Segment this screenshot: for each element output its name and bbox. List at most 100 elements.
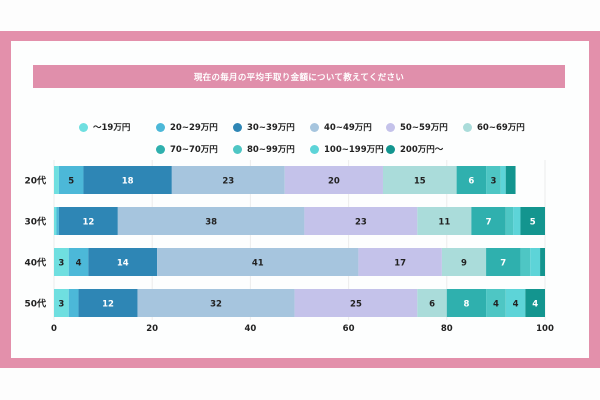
data-label: 7	[486, 218, 492, 228]
data-label: 4	[513, 300, 519, 310]
bar-segment	[441, 248, 487, 276]
data-label: 4	[532, 300, 538, 310]
data-label: 8	[463, 300, 469, 310]
bar-segment	[58, 207, 118, 235]
legend-label: 70~70万円	[170, 145, 218, 155]
x-tick-label: 0	[51, 324, 57, 334]
bar-segment	[78, 289, 138, 317]
legend-swatch-icon	[233, 144, 242, 154]
category-label: 50代	[24, 298, 46, 310]
legend-item[interactable]: 70~70万円	[156, 142, 218, 156]
legend-label: 40~49万円	[324, 123, 372, 133]
x-tick-label: 80	[441, 324, 453, 334]
x-tick-label: 20	[146, 324, 158, 334]
x-tick-label: 100	[536, 324, 554, 334]
bar-segment	[525, 289, 545, 317]
legend-item[interactable]: 60~69万円	[463, 120, 525, 134]
bar-segment	[157, 248, 359, 276]
bar-segment	[304, 207, 418, 235]
data-label: 5	[530, 218, 536, 228]
legend-item[interactable]: 80~99万円	[233, 142, 295, 156]
category-labels: 20代 30代 40代 50代	[24, 175, 46, 310]
data-label: 41	[252, 259, 264, 269]
legend-swatch-icon	[79, 122, 88, 132]
bar-segment	[505, 207, 514, 235]
data-label: 6	[468, 177, 474, 187]
bar-segment	[58, 166, 84, 194]
legend-label: 20~29万円	[170, 123, 218, 133]
legend-swatch-icon	[386, 122, 395, 132]
bar-segment	[54, 289, 69, 317]
bar-segment	[284, 166, 383, 194]
legend-item[interactable]: 〜19万円	[79, 120, 130, 134]
bar-segment	[56, 207, 59, 235]
data-label: 25	[350, 300, 362, 310]
data-label: 17	[394, 259, 406, 269]
bar-segment	[88, 248, 158, 276]
legend-label: 30~39万円	[247, 123, 295, 133]
bar-segment	[68, 248, 89, 276]
bar-segment	[520, 207, 545, 235]
x-tick-label: 40	[244, 324, 256, 334]
data-label: 9	[461, 259, 467, 269]
data-label: 12	[82, 218, 94, 228]
bar-segment	[54, 248, 69, 276]
legend-swatch-icon	[310, 122, 319, 132]
bar-segment	[456, 166, 487, 194]
bar-segment	[530, 248, 541, 276]
bar-segment	[358, 248, 442, 276]
bar-segment	[540, 248, 545, 276]
legend-item[interactable]: 20~29万円	[156, 120, 218, 134]
chart-title: 現在の毎月の平均手取り金額について教えてください	[33, 65, 565, 88]
bar-segment	[171, 166, 285, 194]
x-axis-ticks: 0 20 40 60 80 100	[51, 324, 554, 334]
legend-item[interactable]: 30~39万円	[233, 120, 295, 134]
legend-swatch-icon	[310, 144, 319, 154]
bar-segment	[486, 248, 521, 276]
bar-segment	[505, 166, 516, 194]
legend-swatch-icon	[463, 122, 472, 132]
bar-segment	[520, 248, 531, 276]
data-label: 4	[493, 300, 499, 310]
bar-segment	[54, 166, 59, 194]
data-label: 20	[328, 177, 340, 187]
legend-item[interactable]: 200万円〜	[386, 142, 443, 156]
data-label: 12	[102, 300, 114, 310]
legend-item[interactable]: 40~49万円	[310, 120, 372, 134]
data-label: 14	[117, 259, 129, 269]
data-label: 3	[490, 177, 496, 187]
category-label: 40代	[24, 257, 46, 269]
bar-segment	[68, 289, 79, 317]
legend-label: 200万円〜	[400, 145, 444, 155]
data-label: 4	[76, 259, 82, 269]
bar-segment	[505, 289, 526, 317]
legend-swatch-icon	[156, 122, 165, 132]
legend-label: 80~99万円	[247, 145, 295, 155]
bar-segment	[137, 289, 295, 317]
data-labels: 5 18 23 20 15 6 3 12 38 23 11 7 5 3 4 14 41 17 9 7 3 12 32 25 6 8…	[58, 177, 538, 310]
category-label: 20代	[24, 175, 46, 187]
data-label: 3	[58, 259, 64, 269]
legend-item[interactable]: 100~199万円	[310, 142, 384, 156]
legend-swatch-icon	[386, 144, 395, 154]
data-label: 7	[500, 259, 506, 269]
category-label: 30代	[24, 216, 46, 228]
legend-item[interactable]: 50~59万円	[386, 120, 448, 134]
bar-segment	[417, 207, 472, 235]
data-label: 23	[222, 177, 234, 187]
data-label: 32	[210, 300, 222, 310]
legend-label: 100~199万円	[324, 145, 384, 155]
bar-segment	[417, 289, 447, 317]
legend-label: 〜19万円	[93, 123, 131, 133]
data-label: 11	[438, 218, 450, 228]
bar-segment	[83, 166, 172, 194]
legend-label: 60~69万円	[477, 123, 525, 133]
bars	[54, 166, 545, 317]
bar-segment	[500, 166, 506, 194]
legend-swatch-icon	[233, 122, 242, 132]
bar-segment	[294, 289, 418, 317]
bar-segment	[513, 207, 521, 235]
bar-segment	[471, 207, 506, 235]
bar-segment	[117, 207, 305, 235]
